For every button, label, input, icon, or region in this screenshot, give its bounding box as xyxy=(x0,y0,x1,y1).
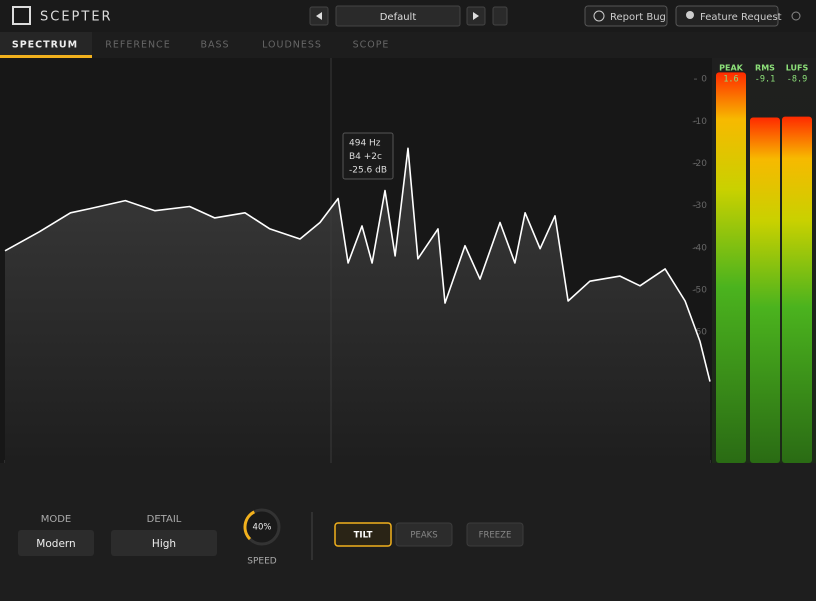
tab-label[interactable]: SPECTRUM xyxy=(12,40,78,51)
tab-label[interactable]: LOUDNESS xyxy=(262,40,322,51)
tab-active-bg xyxy=(0,32,92,58)
meter-bar xyxy=(750,117,780,463)
tab-underline xyxy=(0,55,92,58)
meter-name: LUFS xyxy=(786,64,809,73)
meter-name: RMS xyxy=(755,64,775,73)
feature-request-button[interactable] xyxy=(675,5,779,27)
bug-icon xyxy=(593,10,605,22)
report-bug-label: Report Bug xyxy=(610,12,666,23)
meter-value: 1.6 xyxy=(723,75,738,85)
control-label: MODE xyxy=(41,514,72,525)
app-title: SCEPTER xyxy=(40,10,113,25)
tab-label[interactable]: REFERENCE xyxy=(105,40,170,51)
control-label: DETAIL xyxy=(147,514,182,525)
y-tick-label: -40 xyxy=(692,243,707,253)
preset-box[interactable] xyxy=(335,5,461,27)
y-tick-label: -20 xyxy=(692,159,707,169)
spectrum-line xyxy=(4,147,711,382)
y-tick-label: -60 xyxy=(692,328,707,338)
bulb-icon xyxy=(686,11,694,19)
meter-bar xyxy=(782,116,812,463)
toggle-label: TILT xyxy=(354,531,373,541)
feature-request-label: Feature Request xyxy=(700,12,782,23)
meter-name: PEAK xyxy=(719,64,744,73)
y-tick-label: 0 xyxy=(701,75,707,85)
toggle-label: PEAKS xyxy=(410,531,437,541)
tooltip xyxy=(342,132,394,180)
meter-value: -8.9 xyxy=(787,75,807,85)
spectrum-fill xyxy=(5,148,710,464)
prev-icon xyxy=(316,12,322,20)
logo xyxy=(12,6,31,25)
next-icon xyxy=(473,12,479,20)
toggle-button[interactable] xyxy=(466,522,524,547)
tooltip-line: B4 +2c xyxy=(349,152,382,162)
meter-value: -9.1 xyxy=(755,75,775,85)
dropdown[interactable] xyxy=(18,530,94,556)
tab-label[interactable]: BASS xyxy=(200,40,229,51)
menu-button[interactable] xyxy=(492,6,508,26)
dropdown-value: Modern xyxy=(36,538,75,550)
tab-bar xyxy=(0,32,816,58)
dropdown[interactable] xyxy=(111,530,217,556)
knob-arc xyxy=(243,510,256,541)
tab-label[interactable]: SCOPE xyxy=(353,40,390,51)
preset-name: Default xyxy=(380,12,417,23)
meter-bar xyxy=(716,72,746,463)
tooltip-line: -25.6 dB xyxy=(349,166,387,176)
knob-label: SPEED xyxy=(247,557,277,567)
y-tick-label: -50 xyxy=(692,286,707,296)
tooltip-line: 494 Hz xyxy=(349,139,381,149)
toggle-button[interactable] xyxy=(395,522,453,547)
knob-value: 40% xyxy=(253,523,272,533)
y-tick-label: -30 xyxy=(692,201,707,211)
dropdown-value: High xyxy=(152,538,176,550)
report-bug-button[interactable] xyxy=(584,5,668,27)
settings-icon[interactable] xyxy=(791,11,801,21)
toggle-label: FREEZE xyxy=(479,531,512,541)
y-tick-label: -10 xyxy=(692,117,707,127)
toggle-button[interactable] xyxy=(334,522,392,547)
